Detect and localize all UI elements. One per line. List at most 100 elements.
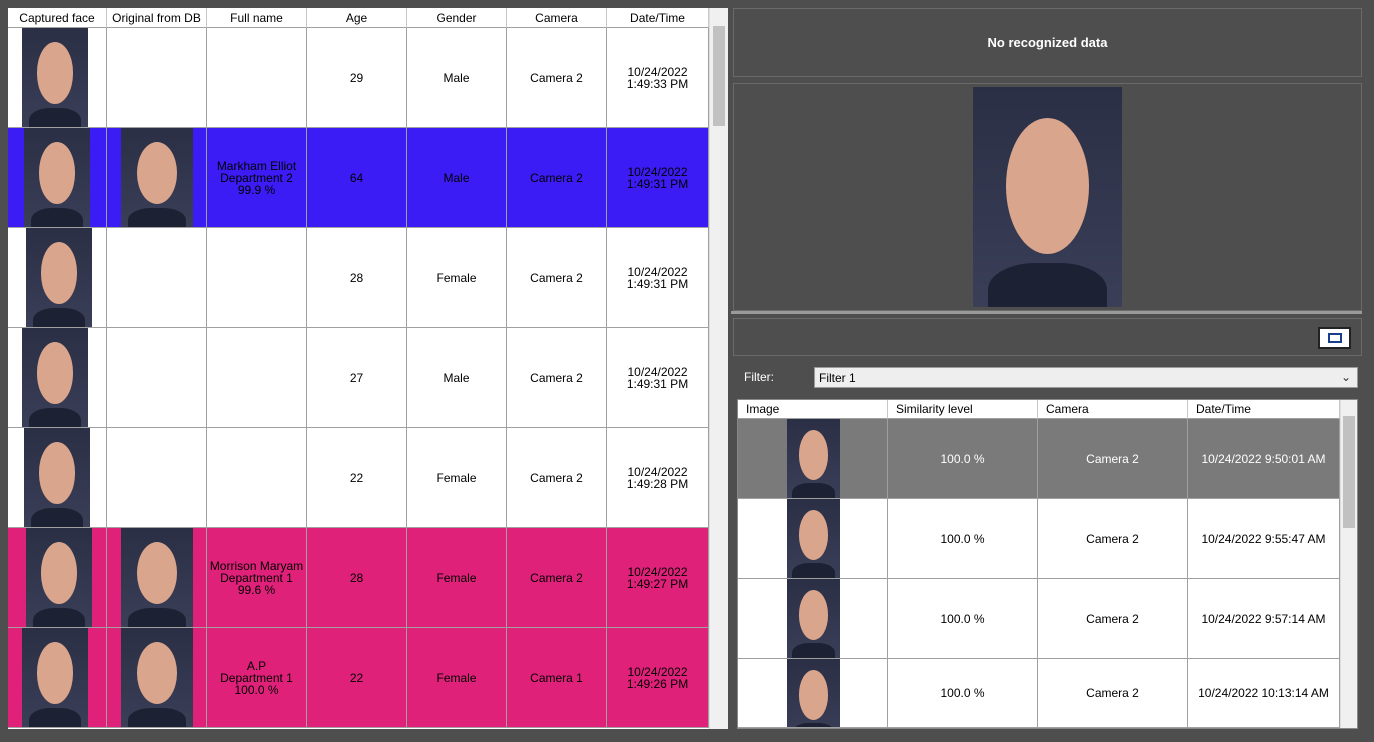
captured-face [26,228,92,327]
cell-line: Department 1 [220,670,293,685]
table-cell: 22 [307,428,407,528]
captured-face [22,628,88,727]
column-header: Camera [1038,400,1188,419]
table-cell: 100.0 % [888,499,1038,579]
table-cell: Female [407,228,507,328]
table-cell: Female [407,628,507,728]
preview-box [733,83,1362,311]
table-cell: Camera 2 [1038,659,1188,728]
table-cell [738,499,888,579]
cell-line: 99.6 % [237,582,276,597]
cell-line: 100.0 % [234,682,279,697]
cell-line: 1:49:31 PM [626,176,689,191]
cell-line: 10/24/2022 [627,664,688,679]
cell-line: 1:49:31 PM [626,276,689,291]
captured-face [24,428,90,527]
table-cell: 27 [307,328,407,428]
table-cell: 10/24/2022 10:13:14 AM [1188,659,1340,728]
column-header: Date/Time [1188,400,1340,419]
cell-line: 1:49:26 PM [626,676,689,691]
column-header: Age [307,8,407,28]
table-cell: Male [407,28,507,128]
cell-line: Department 1 [220,570,293,585]
table-cell: Camera 2 [507,28,607,128]
column-header: Captured face [8,8,107,28]
captured-face [26,528,92,627]
table-cell: 100.0 % [888,419,1038,499]
table-cell [107,128,207,228]
cell-line: Department 2 [220,170,293,185]
filter-select[interactable]: Filter 1 ⌄ [814,367,1358,388]
table-cell: Camera 2 [507,428,607,528]
cell-line: 1:49:33 PM [626,76,689,91]
cell-line: 10/24/2022 [627,264,688,279]
column-header: Date/Time [607,8,709,28]
db-face [121,128,193,227]
table-cell: Camera 2 [507,528,607,628]
cell-line: A.P [246,658,267,673]
filter-value: Filter 1 [819,371,856,385]
toolbar [733,318,1362,356]
table-cell [107,528,207,628]
history-face [787,499,840,578]
cell-line: 99.9 % [237,182,276,197]
print-button[interactable] [1318,327,1351,349]
scroll-thumb[interactable] [713,26,725,126]
dropdown-arrow: ⌄ [1340,370,1351,384]
captured-face [22,328,88,427]
column-header: Camera [507,8,607,28]
table-cell: Female [407,528,507,628]
cell-line: 1:49:28 PM [626,476,689,491]
history-scrollbar[interactable] [1340,400,1357,728]
cell-line: 1:49:31 PM [626,376,689,391]
table-cell [107,628,207,728]
cell-line: 1:49:27 PM [626,576,689,591]
table-cell: 28 [307,528,407,628]
history-face [787,419,840,498]
cell-line: 10/24/2022 [627,64,688,79]
table-cell [8,128,107,228]
history-face [787,659,840,727]
history-face [787,579,840,658]
table-cell: Camera 1 [507,628,607,728]
table-cell: 10/24/2022 1:49:31 PM [607,128,709,228]
table-cell [107,328,207,428]
cell-line: Markham Elliot [216,158,297,173]
table-cell [8,328,107,428]
table-cell: Male [407,128,507,228]
captured-face [22,28,88,127]
scrollbar[interactable] [709,8,728,729]
table-cell: 64 [307,128,407,228]
table-cell: 10/24/2022 1:49:28 PM [607,428,709,528]
table-cell [8,628,107,728]
table-cell [207,28,307,128]
history-scroll-thumb[interactable] [1343,416,1355,528]
table-cell: Camera 2 [507,128,607,228]
table-cell [8,428,107,528]
cell-line: Morrison Maryam [209,558,304,573]
db-face [121,628,193,727]
print-icon [1328,333,1342,343]
table-cell: 100.0 % [888,659,1038,728]
table-cell: Camera 2 [507,328,607,428]
preview-face [973,87,1122,307]
table-cell: 29 [307,28,407,128]
filter-label: Filter: [744,370,774,384]
cell-line: 10/24/2022 [627,564,688,579]
table-cell: Morrison Maryam Department 1 99.6 % [207,528,307,628]
table-cell: 10/24/2022 9:57:14 AM [1188,579,1340,659]
table-cell: Camera 2 [1038,579,1188,659]
cell-line: 10/24/2022 [627,164,688,179]
table-cell: Camera 2 [1038,419,1188,499]
splitter[interactable] [731,311,1362,314]
table-cell: 10/24/2022 1:49:31 PM [607,228,709,328]
cell-line: 10/24/2022 [627,364,688,379]
cell-line: 10/24/2022 [627,464,688,479]
table-cell: Camera 2 [1038,499,1188,579]
column-header: Similarity level [888,400,1038,419]
column-header: Full name [207,8,307,28]
table-cell [738,579,888,659]
table-cell: 10/24/2022 1:49:27 PM [607,528,709,628]
table-cell: 10/24/2022 1:49:26 PM [607,628,709,728]
db-face [121,528,193,627]
